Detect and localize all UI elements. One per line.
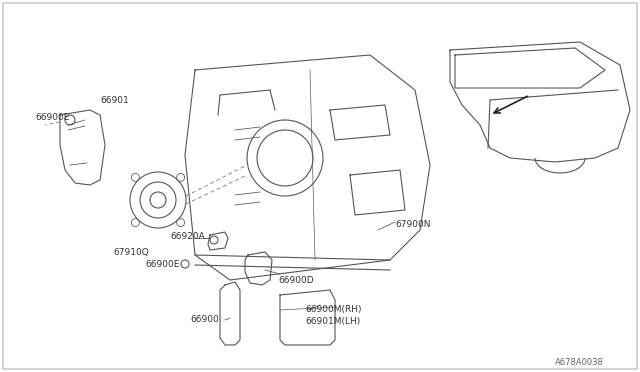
Text: 67900N: 67900N: [395, 220, 431, 229]
Text: 66901M(LH): 66901M(LH): [305, 317, 360, 326]
Text: 66900E: 66900E: [145, 260, 179, 269]
Text: 66900M(RH): 66900M(RH): [305, 305, 362, 314]
Text: A678A0038: A678A0038: [555, 358, 604, 367]
Text: 67910Q: 67910Q: [113, 248, 148, 257]
Text: 66900: 66900: [190, 315, 219, 324]
Text: 66920A: 66920A: [170, 232, 205, 241]
Text: 66901: 66901: [100, 96, 129, 105]
Text: 66900E: 66900E: [35, 113, 69, 122]
Text: 66900D: 66900D: [278, 276, 314, 285]
